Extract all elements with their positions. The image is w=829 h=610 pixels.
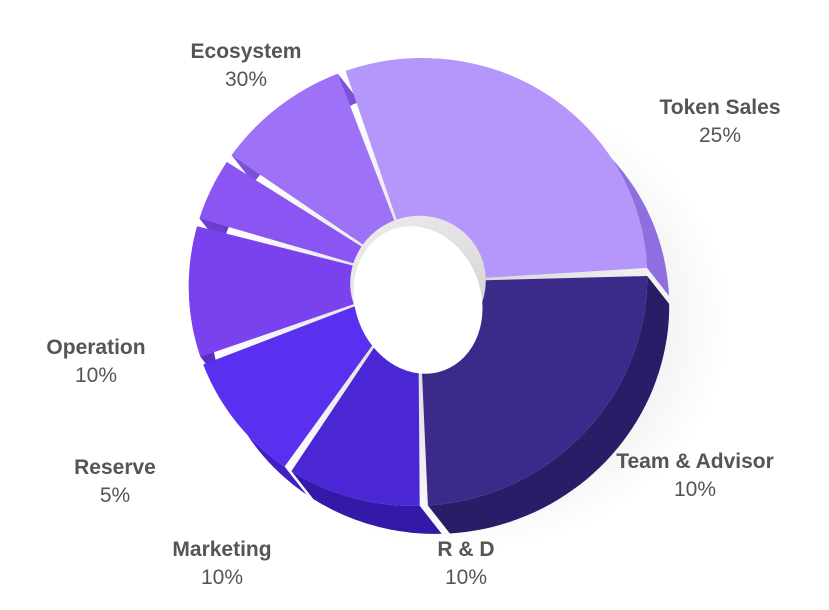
slice-reserve [199,162,362,264]
slice-value-label: 30% [225,68,267,91]
slice-label: Reserve [74,456,156,479]
slice-operation [231,73,395,245]
slice-marketing [188,226,354,357]
slice-value-label: 10% [674,478,716,501]
slice-label: R & D [437,538,494,561]
slice-value-label: 10% [201,566,243,589]
slice-side-r-d [203,364,307,495]
slice-value-label: 25% [699,124,741,147]
chart-labels: Ecosystem 30% Token Sales 25% Team & Advisor… [46,40,780,589]
slice-label: Token Sales [660,96,781,119]
slice-r-d [203,306,379,467]
slice-side-token-sales [427,276,670,534]
slice-value-label: 5% [100,484,130,507]
slice-side-team-advisor [291,471,442,534]
slice-ecosystem [345,58,647,278]
slice-team-advisor [291,337,420,506]
donut-slices [188,58,648,506]
donut-hole [353,226,483,374]
slice-label: Operation [46,336,145,359]
slice-label: Team & Advisor [616,450,774,473]
slice-value-label: 10% [75,364,117,387]
slice-label: Ecosystem [191,40,302,63]
slice-label: Marketing [172,538,271,561]
slice-value-label: 10% [445,566,487,589]
